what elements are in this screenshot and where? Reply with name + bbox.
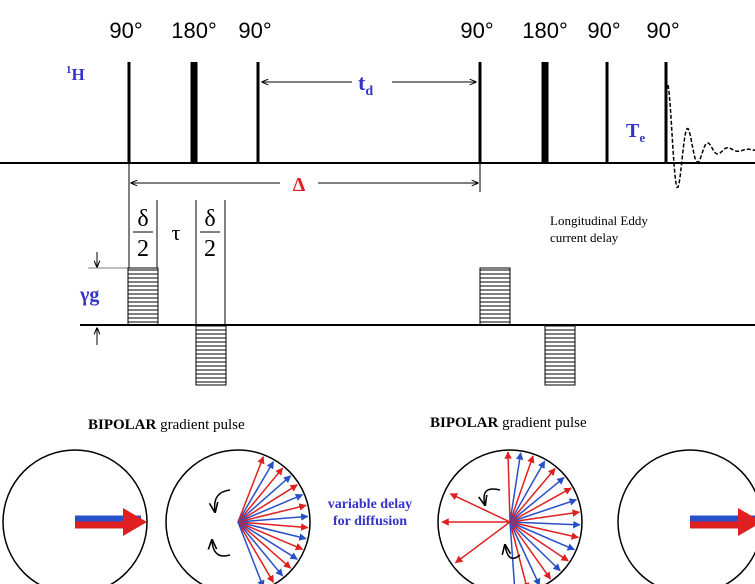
vector	[237, 521, 265, 584]
rotation-arrow	[505, 545, 521, 560]
delta-den: 2	[204, 236, 216, 262]
vector	[509, 452, 524, 523]
vector	[237, 521, 292, 569]
gamma-g-label: γg	[79, 284, 99, 306]
vector	[509, 521, 552, 580]
rotation-arrow	[215, 489, 231, 512]
vector	[237, 513, 309, 523]
eddy-label: Longitudinal Eddy current delay	[550, 213, 648, 245]
vector	[509, 521, 561, 572]
rf-pulse	[664, 62, 668, 163]
vector	[509, 509, 581, 523]
vector	[237, 521, 284, 577]
vector	[237, 460, 275, 523]
gradient-pulse	[127, 267, 159, 326]
pulse-label: 90°	[587, 18, 620, 43]
vector	[509, 521, 576, 551]
vector	[237, 521, 298, 560]
td-label: td	[358, 70, 373, 99]
vector	[237, 521, 307, 541]
vector-diagrams	[2, 449, 755, 584]
vector	[509, 521, 541, 584]
nucleus-label: 1H	[66, 64, 85, 84]
pulse-label: 90°	[109, 18, 142, 43]
vector	[504, 451, 512, 523]
rf-pulse	[541, 62, 549, 163]
vector	[509, 521, 579, 540]
vector	[237, 521, 309, 531]
delta-half: δ 2 δ 2	[133, 206, 220, 262]
bipolar-title: BIPOLAR gradient pulse	[88, 417, 245, 433]
gradient-pulse	[479, 267, 511, 326]
vector-circle	[617, 449, 755, 584]
gradient-pulse	[195, 324, 227, 386]
vector	[509, 520, 581, 529]
te-label: Te	[626, 120, 645, 145]
vector	[237, 467, 284, 523]
variable-delay-label: variable delay for diffusion	[328, 497, 412, 529]
vector-circle	[165, 449, 311, 584]
vector	[237, 456, 265, 523]
vector	[237, 484, 298, 523]
vector	[509, 476, 565, 523]
rf-pulse	[190, 62, 198, 163]
vector	[509, 521, 569, 562]
pulse-label: 90°	[646, 18, 679, 43]
tau-label: τ	[172, 220, 181, 245]
pulse-label: 180°	[171, 18, 217, 43]
delta-num: δ	[137, 206, 148, 232]
vector-circle	[437, 449, 583, 584]
rotation-arrow	[212, 540, 231, 557]
vector	[509, 521, 516, 584]
pulse-label: 180°	[522, 18, 568, 43]
gradients	[127, 267, 576, 386]
pulse-label: 90°	[460, 18, 493, 43]
bipolar-title: BIPOLAR gradient pulse	[430, 415, 587, 431]
vector	[509, 498, 578, 523]
rotation-arrow	[484, 488, 501, 505]
rf-pulse	[256, 62, 260, 163]
vector	[237, 475, 292, 523]
gradient-pulse	[544, 324, 576, 386]
big-delta-label: Δ	[293, 174, 306, 196]
fid	[667, 84, 755, 189]
vector	[237, 521, 275, 584]
rf-pulse	[127, 62, 131, 163]
rf-pulse	[478, 62, 482, 163]
vector	[237, 503, 307, 523]
vector	[509, 487, 572, 523]
vector	[509, 467, 556, 523]
delta-den: 2	[137, 236, 149, 262]
vector	[454, 521, 511, 564]
vector	[237, 493, 304, 523]
vector	[509, 455, 535, 523]
vector-head	[123, 508, 147, 536]
vector-head	[738, 508, 755, 536]
rf-pulse	[605, 62, 609, 163]
delta-num: δ	[204, 206, 215, 232]
vector	[449, 493, 511, 523]
vector	[237, 521, 304, 551]
pulse-label: 90°	[238, 18, 271, 43]
rf-pulses: 90° 180° 90° 90° 180° 90° 90°	[109, 18, 680, 163]
vector	[509, 460, 546, 523]
